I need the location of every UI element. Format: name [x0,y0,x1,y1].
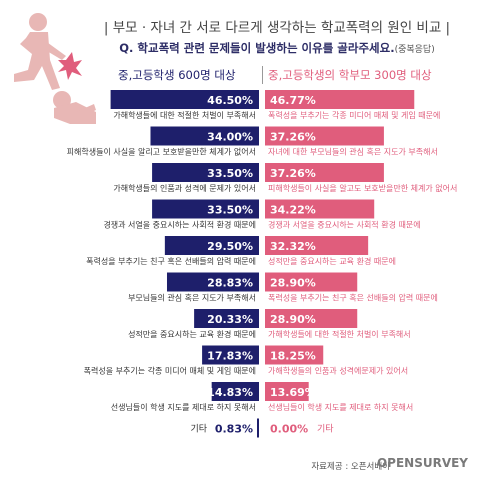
bar-right-7 [265,345,324,365]
label-left-5: 부모님들의 관심 혹은 지도가 부족해서 [128,293,256,303]
bar-right-6 [265,309,358,328]
bar-left-4 [164,236,259,255]
label-left-6: 성적만을 중요시하는 교육 환경 때문에 [128,329,256,339]
label-left-0: 가해학생들에 대한 적절한 처벌이 부족해서 [113,110,256,120]
label-right-9: 기타 [317,424,334,435]
right-series-labels: 46.77% 폭력성을 부추기는 각종 미디어 매체 및 게임 때문에 37.26%… [268,94,457,436]
label-right-4: 성적만을 중요시하는 교육 환경 때문에 [268,256,396,266]
bar-right-4 [265,236,369,255]
left-series-bars [110,90,260,438]
bar-right-8 [265,382,309,401]
value-right-4: 32.32% [270,240,316,253]
bar-left-7 [202,345,259,365]
question-text: Q. 학교폭력 관련 문제들이 발생하는 이유를 골라주세요. [119,41,395,55]
value-right-9: 0.00% [270,423,308,436]
bar-right-2 [265,163,384,182]
survey-question: Q. 학교폭력 관련 문제들이 발생하는 이유를 골라주세요.(중복응답) [92,40,462,56]
value-right-6: 28.90% [270,313,316,326]
source-credit: 자료제공 : 오픈서베이 [311,462,390,472]
bar-right-0 [265,90,415,109]
label-right-8: 선생님들이 학생 지도를 제대로 하지 못해서 [268,402,413,412]
value-left-2: 33.50% [207,167,253,180]
value-right-1: 37.26% [270,131,316,144]
value-right-2: 37.26% [270,167,316,180]
label-left-8: 선생님들이 학생 지도를 제대로 하지 못해서 [111,402,256,412]
value-left-6: 20.33% [207,313,253,326]
label-right-6: 가해학생들에 대한 적절한 처벌이 부족해서 [268,329,411,339]
label-right-5: 폭력성을 부추기는 친구 혹은 선배들의 압력 때문에 [268,293,438,303]
label-right-1: 자녀에 대한 부모님들의 관심 혹은 지도가 부족해서 [268,147,438,157]
brand-logo: OPENSURVEY [376,456,468,470]
question-note: (중복응답) [394,45,435,55]
label-left-4: 폭력성을 부추기는 친구 혹은 선배들의 압력 때문에 [86,256,256,266]
value-left-7: 17.83% [207,350,253,363]
value-left-4: 29.50% [207,240,253,253]
label-right-7: 가해학생들의 인품과 성격에문제가 있어서 [268,366,408,376]
label-right-0: 폭력성을 부추기는 각종 미디어 매체 및 게임 때문에 [268,110,440,120]
value-right-0: 46.77% [270,94,316,107]
label-right-3: 경쟁과 서열을 중요시하는 사회적 환경 때문에 [268,220,421,230]
bar-right-3 [265,199,375,219]
right-column-header: 중,고등학생의 학부모 300명 대상 [268,68,432,82]
value-left-1: 34.00% [207,131,253,144]
bar-left-6 [194,309,259,328]
label-left-1: 피해학생들이 사실을 알리고 보호받을만한 체계가 없어서 [67,147,256,157]
left-series-labels: 46.50% 가해학생들에 대한 적절한 처벌이 부족해서 34.00% 피해학생들이… [67,94,256,436]
bar-left-2 [152,163,259,182]
value-right-8: 13.69% [270,386,316,399]
label-left-9: 기타 [190,424,207,435]
bar-right-5 [265,272,358,292]
right-series-bars [265,90,415,401]
label-left-2: 가해학생들의 인품과 성격에 문제가 있어서 [113,183,256,193]
label-right-2: 피해학생들이 사실을 알고도 보호받을만한 체계가 없어서 [268,183,457,193]
bar-left-8 [211,382,259,401]
label-left-3: 경쟁과 서열을 중요시하는 사회적 환경 때문에 [103,220,256,230]
left-column-header: 중,고등학생 600명 대상 [118,68,236,82]
bar-left-9 [257,418,259,438]
label-left-7: 폭력성을 부추기는 각종 미디어 매체 및 게임 때문에 [84,366,256,376]
chart-title: | 부모 · 자녀 간 서로 다르게 생각하는 학교폭력의 원인 비교 | [103,20,451,36]
value-left-9: 0.83% [215,423,253,436]
value-right-5: 28.90% [270,277,316,290]
bar-right-1 [265,126,384,146]
value-left-3: 33.50% [207,204,253,217]
column-divider [262,66,263,84]
value-right-7: 18.25% [270,350,316,363]
bar-left-0 [110,90,260,109]
value-left-0: 46.50% [207,94,253,107]
bar-left-3 [152,199,259,219]
bar-left-1 [150,126,259,146]
bar-left-5 [166,272,259,292]
kicking-figure-illustration [14,13,96,124]
value-left-8: 14.83% [207,386,253,399]
value-left-5: 28.83% [207,277,253,290]
value-right-3: 34.22% [270,204,316,217]
